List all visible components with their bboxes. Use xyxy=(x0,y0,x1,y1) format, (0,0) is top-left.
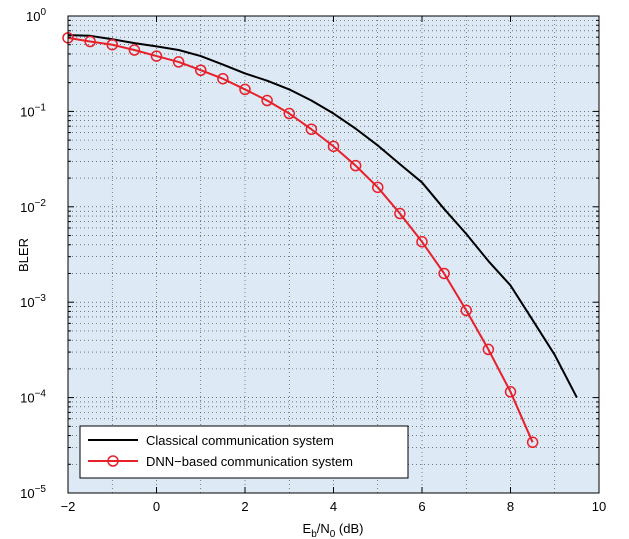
series-layer xyxy=(62,32,578,449)
series-point-1 xyxy=(372,181,384,194)
series-point-1 xyxy=(84,35,96,48)
y-tick-label: 10−1 xyxy=(20,102,46,119)
x-axis-title-tail: (dB) xyxy=(335,521,363,536)
series-point-1 xyxy=(460,304,472,317)
series-point-1 xyxy=(438,267,450,280)
grid-lines xyxy=(68,16,599,493)
legend-label-dnn: DNN−based communication system xyxy=(146,454,353,469)
y-tick-label: 10−5 xyxy=(20,484,46,501)
y-tick-label-exponent: −2 xyxy=(35,198,47,209)
x-axis-title-base: E xyxy=(303,521,312,536)
x-axis-title: Eb/N0 (dB) xyxy=(303,521,364,539)
x-axis-title-mid: /N xyxy=(317,521,330,536)
series-line-0 xyxy=(67,34,578,399)
y-tick-label-base: 10 xyxy=(20,486,34,501)
y-tick-label-base: 10 xyxy=(20,200,34,215)
y-tick-label-base: 10 xyxy=(26,9,40,24)
y-tick-label: 100 xyxy=(26,7,46,24)
y-tick-label-base: 10 xyxy=(20,295,34,310)
series-point-1 xyxy=(172,56,185,68)
legend-marker-dnn xyxy=(107,455,119,467)
y-axis-title: BLER xyxy=(16,238,31,272)
plot-background xyxy=(68,16,599,493)
x-tick-label: 6 xyxy=(418,499,425,514)
legend-label-classical: Classical communication system xyxy=(146,433,334,448)
y-tick-label-base: 10 xyxy=(20,391,34,406)
x-tick-label: 8 xyxy=(507,499,514,514)
series-point-1 xyxy=(349,159,362,172)
x-tick-label: 10 xyxy=(592,499,606,514)
series-point-1 xyxy=(526,436,539,449)
y-tick-label-exponent: −1 xyxy=(35,102,47,113)
x-tick-label: −2 xyxy=(61,499,76,514)
series-point-1 xyxy=(416,236,428,248)
series-point-1 xyxy=(482,343,495,356)
series-point-1 xyxy=(327,140,340,153)
axis-ticks xyxy=(67,15,600,494)
series-point-1 xyxy=(305,123,318,135)
series-line-1 xyxy=(67,36,534,443)
x-tick-label: 4 xyxy=(330,499,337,514)
series-point-1 xyxy=(150,50,163,62)
series-point-1 xyxy=(261,94,273,107)
y-tick-label: 10−3 xyxy=(20,293,46,310)
series-point-1 xyxy=(106,38,118,51)
legend-box xyxy=(79,425,409,479)
series-point-1 xyxy=(283,107,295,120)
x-axis-title-sub2: 0 xyxy=(330,529,336,539)
y-tick-label: 10−4 xyxy=(20,389,46,406)
x-tick-labels: −2 0 2 4 6 8 10 xyxy=(61,499,607,514)
series-point-1 xyxy=(217,72,229,85)
series-point-1 xyxy=(394,207,406,220)
y-tick-label-base: 10 xyxy=(20,104,34,119)
legend: Classical communication system DNN−based… xyxy=(79,425,409,479)
x-tick-label: 0 xyxy=(153,499,160,514)
series-point-1 xyxy=(195,64,207,76)
y-tick-label-exponent: −5 xyxy=(35,484,47,495)
series-point-1 xyxy=(504,386,517,398)
x-tick-label: 2 xyxy=(241,499,248,514)
y-tick-label-exponent: −3 xyxy=(35,293,47,304)
y-tick-label-exponent: 0 xyxy=(40,7,46,18)
y-tick-label: 10−2 xyxy=(20,198,46,215)
series-point-1 xyxy=(239,83,251,96)
series-point-1 xyxy=(128,44,141,56)
x-axis-title-sub1: b xyxy=(311,529,317,539)
y-tick-label-exponent: −4 xyxy=(35,389,47,400)
